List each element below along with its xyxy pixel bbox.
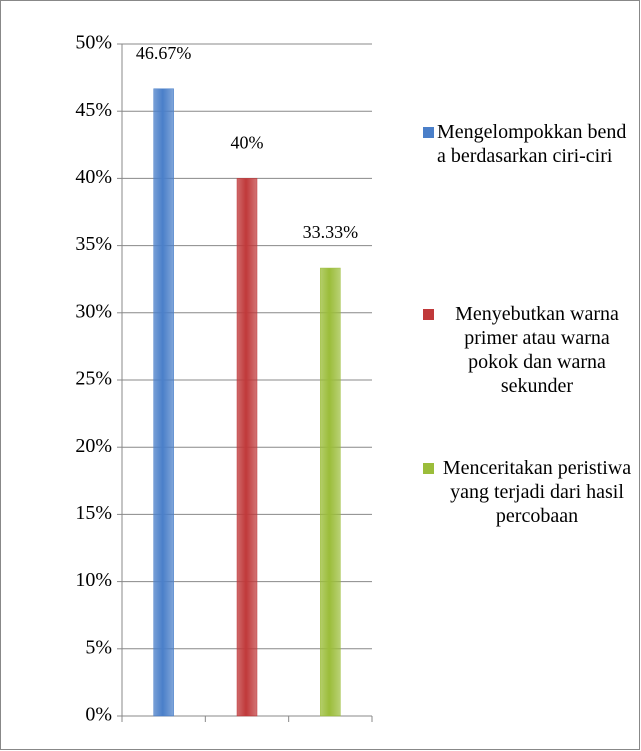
legend-swatch (423, 463, 434, 474)
legend-entry: Mengelompokkan benda berdasarkan ciri-ci… (423, 120, 629, 168)
y-tick-label: 40% (75, 166, 112, 188)
data-label: 33.33% (303, 222, 359, 242)
y-tick-label: 30% (75, 300, 112, 322)
y-tick-label: 25% (75, 368, 112, 390)
legend-label: Menceritakan peristiwa yang terjadi dari… (442, 457, 632, 527)
data-label: 40% (231, 133, 264, 153)
legend-swatch (423, 309, 434, 320)
legend-label: Mengelompokkan benda berdasarkan ciri-ci… (437, 121, 627, 167)
y-tick-label: 15% (75, 502, 112, 524)
data-label: 46.67% (136, 43, 192, 63)
legend-entry: Menceritakan peristiwa yang terjadi dari… (423, 456, 637, 528)
legend-entry: Menyebutkan warna primer atau warna poko… (423, 302, 637, 398)
y-tick-label: 20% (75, 435, 112, 457)
bar (236, 178, 258, 717)
legend-swatch (423, 127, 434, 138)
y-tick-label: 5% (85, 636, 112, 658)
y-tick-label: 10% (75, 569, 112, 591)
y-tick-label: 50% (75, 32, 112, 54)
y-tick-label: 0% (85, 704, 112, 726)
y-tick-label: 35% (75, 233, 112, 255)
y-tick-label: 45% (75, 99, 112, 121)
legend-label: Menyebutkan warna primer atau warna poko… (455, 303, 619, 397)
bar (153, 88, 174, 717)
bar (320, 267, 341, 717)
